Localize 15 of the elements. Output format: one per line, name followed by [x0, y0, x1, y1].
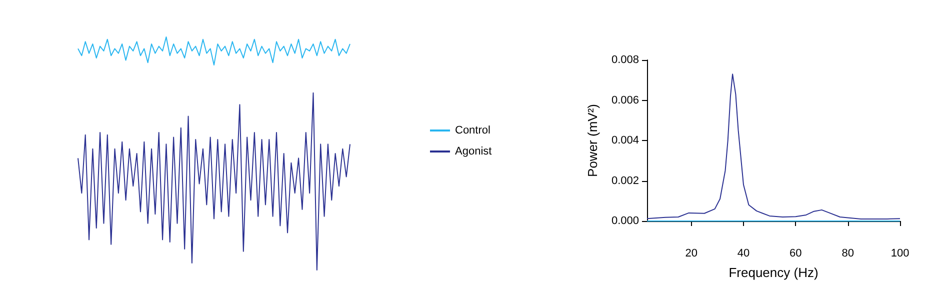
- y-tick-label: 0.000: [611, 215, 639, 227]
- x-tick-label: 40: [737, 248, 750, 260]
- y-tick-label: 0.002: [611, 174, 639, 187]
- legend-label: Agonist: [455, 146, 492, 158]
- legend-label: Control: [455, 124, 490, 136]
- y-tick-label: 0.004: [611, 134, 639, 146]
- x-tick-label: 100: [890, 248, 910, 260]
- y-tick-label: 0.008: [611, 54, 639, 66]
- x-tick-label: 80: [842, 248, 854, 260]
- x-tick-label: 60: [790, 248, 802, 260]
- y-tick-label: 0.006: [611, 94, 639, 106]
- line-series: [646, 74, 900, 220]
- y-axis-title: Power (mV²): [585, 104, 600, 177]
- x-axis-title: Frequency (Hz): [728, 265, 818, 280]
- x-tick-label: 20: [685, 248, 698, 260]
